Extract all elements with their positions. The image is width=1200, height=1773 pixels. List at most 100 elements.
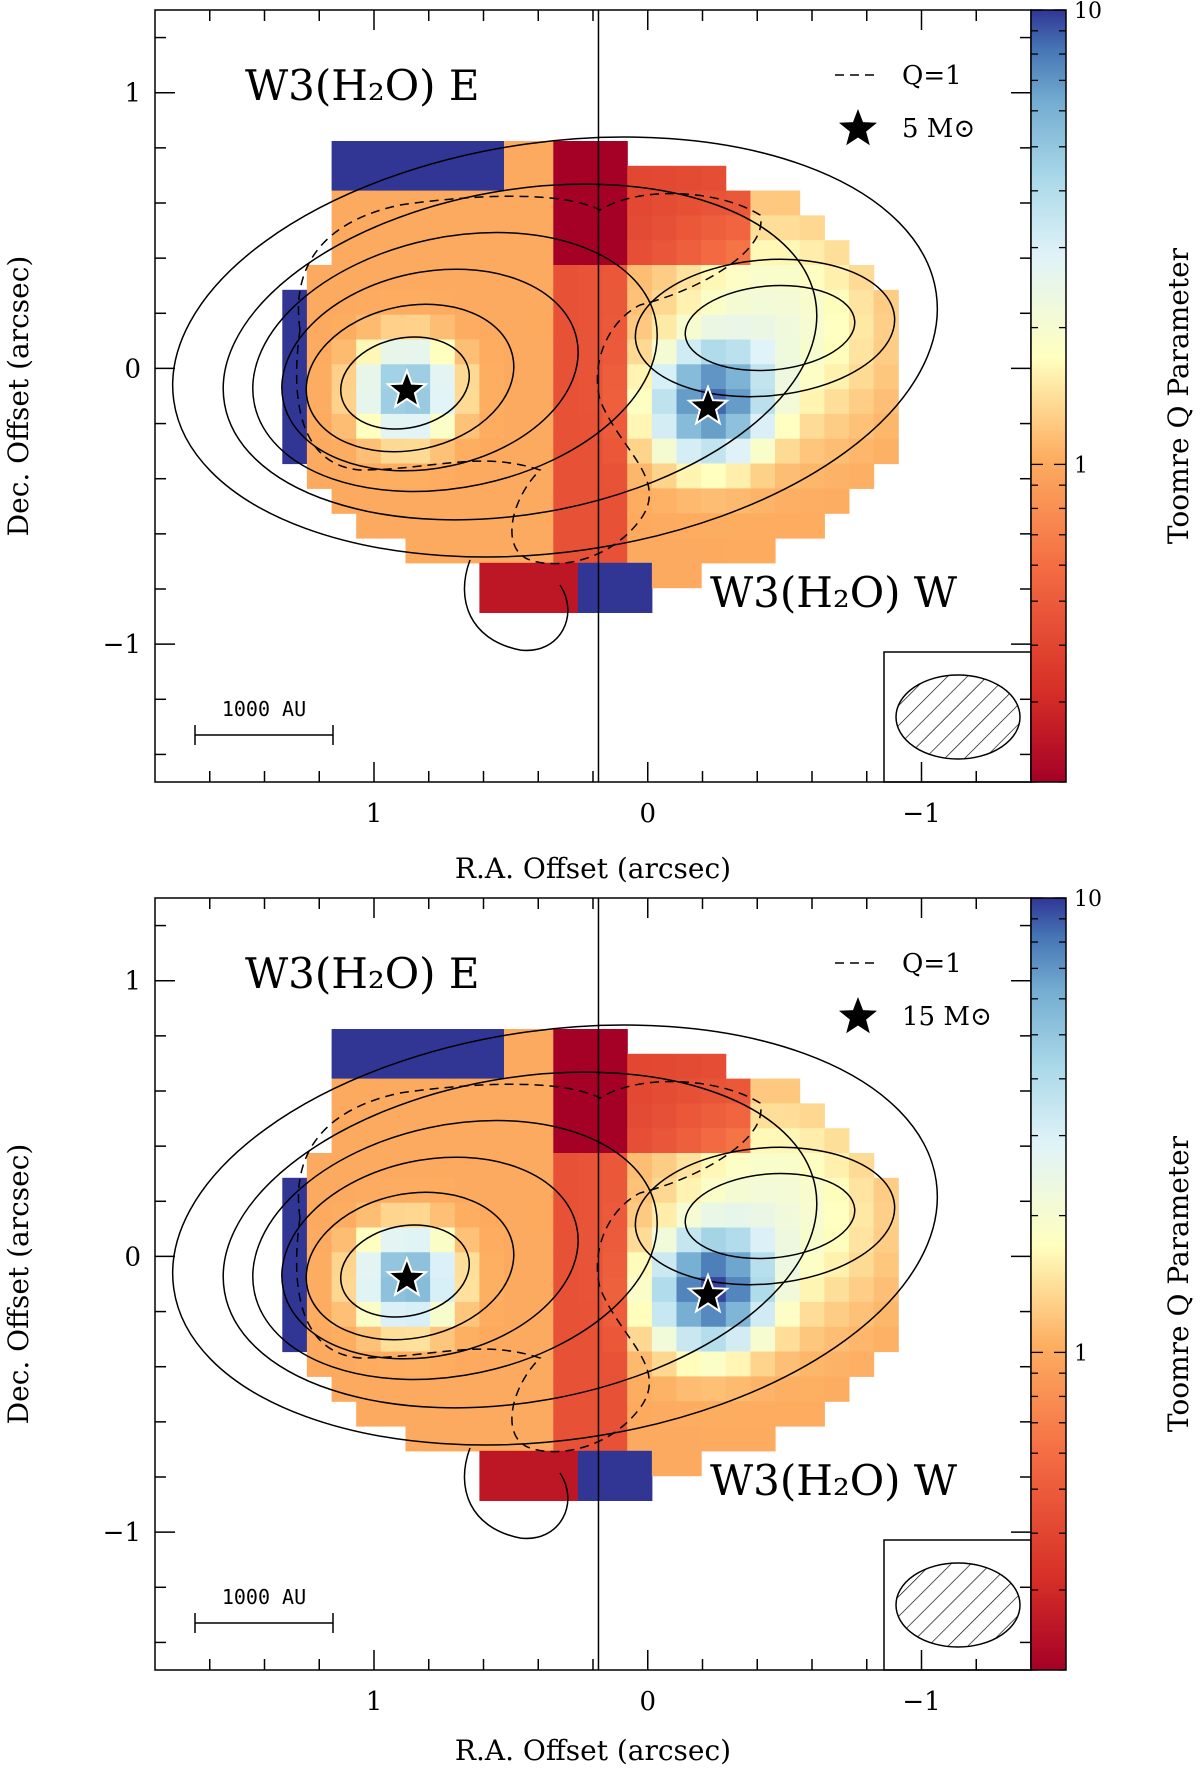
q-pixel [701,314,727,341]
q-pixel [627,190,653,216]
q-pixel [577,413,604,440]
q-pixel [602,314,628,341]
q-pixel [430,1227,456,1253]
q-pixel [701,1202,727,1229]
q-pixel [528,339,554,365]
q-pixel [602,1103,628,1129]
q-pixel [873,364,899,390]
q-pixel [676,1426,702,1452]
q-pixel [676,364,702,390]
q-pixel [528,240,554,266]
colorbar-tick-label: 10 [1074,887,1102,912]
colorbar-gradient [1030,897,1067,1671]
q-pixel [356,1227,382,1253]
q-pixel [528,1376,554,1402]
q-pixel [479,538,505,564]
q-pixel [799,463,825,489]
q-pixel [454,1128,480,1154]
q-pixel [627,562,653,589]
q-pixel [651,289,678,316]
q-pixel [479,562,505,589]
q-pixel [331,1103,357,1129]
y-axis-label: Dec. Offset (arcsec) [2,1144,35,1425]
q-pixel [553,339,579,365]
q-pixel [356,389,382,415]
q-pixel [479,1376,505,1402]
q-pixel [725,215,751,241]
q-pixel [577,1252,604,1278]
y-tick-label: 1 [124,79,141,109]
q-pixel [380,1078,406,1104]
q-pixel [553,1053,579,1080]
q-pixel [627,1401,653,1427]
q-pixel [405,165,431,192]
y-tick-label: −1 [103,1518,141,1548]
q-pixel [553,265,579,291]
q-pixel [454,1376,480,1402]
q-pixel [676,1376,702,1402]
q-pixel [577,513,604,539]
q-pixel [725,1426,751,1452]
q-pixel [799,1177,825,1204]
q-pixel [701,488,727,514]
q-pixel [331,438,357,465]
q-pixel [504,438,530,465]
q-pixel [651,1153,678,1179]
q-pixel [479,1029,505,1055]
q-pixel [380,289,406,316]
q-pixel [479,1103,505,1129]
q-pixel [651,265,678,291]
q-pixel [282,339,308,365]
contour-level-1 [171,136,939,558]
q-pixel [849,1177,875,1204]
q-pixel [577,1153,604,1179]
q-pixel [405,1053,431,1080]
q-pixel [504,488,530,514]
colorbar-label: Toomre Q Parameter [1162,247,1195,544]
q-heatmap [282,1029,899,1501]
x-tick-label: −1 [902,1687,940,1717]
q-pixel [479,1301,505,1328]
q-pixel [331,1376,357,1402]
q-pixel [553,1202,579,1229]
q-pixel [651,1103,678,1129]
q-pixel [553,1153,579,1179]
q-pixel [627,1177,653,1204]
q-pixel [725,265,751,291]
q-pixel [627,240,653,266]
contour-south-tail [463,1447,569,1540]
q-pixel [380,1301,406,1328]
q-pixel [676,1202,702,1229]
q-pixel [577,265,604,291]
q-pixel [528,1326,554,1353]
q-pixel [479,1277,505,1303]
protostar-marker [385,1255,429,1297]
q-pixel [504,1376,530,1402]
q-pixel [479,1450,505,1477]
contour-level-4 [281,268,579,472]
contour-west-2 [684,284,856,372]
scale-bar-label: 1000 AU [222,697,306,721]
q-pixel [504,1277,530,1303]
q-pixel [553,1177,579,1204]
q-pixel [356,240,382,266]
q-pixel [799,1326,825,1353]
colorbar: 10 1 [1030,887,1102,1671]
q-pixel [651,463,678,489]
q-pixel [775,1078,801,1104]
q-pixel [849,1202,875,1229]
q-pixel [651,165,678,192]
q-pixel [479,1177,505,1204]
q-pixel [627,587,653,613]
q-pixel [701,1252,727,1278]
q-pixel [602,1277,628,1303]
q-pixel [553,1401,579,1427]
q-pixel [799,513,825,539]
q-pixel [504,1103,530,1129]
q-pixel [331,265,357,291]
q-pixel [282,1227,308,1253]
q-pixel [651,488,678,514]
q-pixel [577,389,604,415]
q-pixel [750,1277,776,1303]
q-pixel [380,141,406,167]
